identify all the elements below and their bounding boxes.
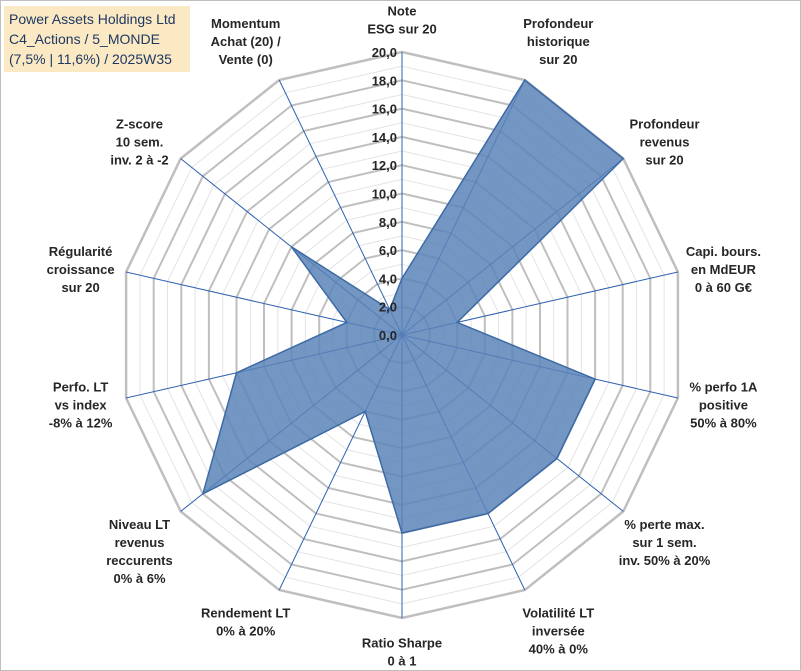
axis-label: Capi. bours. en MdEUR 0 à 60 G€ — [686, 244, 761, 295]
axis-label: % perfo 1A positive 50% à 80% — [689, 380, 758, 431]
tick-label: 12,0 — [372, 158, 397, 173]
axis-label-line: 0% à 20% — [216, 624, 276, 639]
axis-label-line: positive — [699, 398, 748, 413]
axis-label-line: sur 20 — [61, 280, 99, 295]
tick-label: 16,0 — [372, 102, 397, 117]
axis-label-line: Perfo. LT — [53, 380, 108, 395]
axis-label: Rendement LT 0% à 20% — [201, 606, 290, 639]
axis-label: Z-score 10 sem. inv. 2 à -2 — [110, 117, 168, 168]
axis-label-line: 10 sem. — [116, 135, 164, 150]
axis-label-line: Achat (20) / — [211, 34, 281, 49]
tick-label: 6,0 — [379, 243, 397, 258]
axis-label-line: 50% à 80% — [690, 416, 757, 431]
axis-label-line: 0% à 6% — [113, 571, 165, 586]
tick-label: 2,0 — [379, 300, 397, 315]
axis-label-line: 0 à 1 — [388, 654, 417, 669]
axis-label-line: en MdEUR — [691, 262, 757, 277]
axis-label: Volatilité LT inversée 40% à 0% — [522, 606, 594, 657]
axis-label: Momentum Achat (20) / Vente (0) — [211, 16, 281, 67]
tick-label: 4,0 — [379, 271, 397, 286]
tick-label: 10,0 — [372, 187, 397, 202]
axis-label: Perfo. LT vs index -8% à 12% — [49, 380, 113, 431]
axis-label-line: % perfo 1A — [689, 380, 758, 395]
axis-label-line: Rendement LT — [201, 606, 290, 621]
tick-label: 14,0 — [372, 130, 397, 145]
title-line-period: (7,5% | 11,6%) / 2025W35 — [9, 51, 172, 67]
title-line-company: Power Assets Holdings Ltd — [9, 11, 176, 27]
radar-tick-labels: 0,0 2,0 4,0 6,0 8,0 10,0 12,0 14,0 16,0 18,0 20,0 — [372, 45, 397, 343]
axis-label-line: Momentum — [211, 16, 280, 31]
axis-label-line: sur 20 — [539, 52, 577, 67]
radar-spoke — [278, 79, 403, 336]
chart-title-box: Power Assets Holdings Ltd C4_Actions / 5… — [4, 6, 190, 72]
axis-label-line: Profondeur — [629, 117, 699, 132]
axis-label-line: revenus — [640, 135, 690, 150]
axis-label-line: Z-score — [116, 117, 163, 132]
axis-label-line: 0 à 60 G€ — [695, 280, 752, 295]
axis-label-line: ESG sur 20 — [367, 22, 436, 37]
axis-label: Régularité croissance sur 20 — [47, 244, 115, 295]
axis-label-line: revenus — [115, 535, 165, 550]
title-line-category: C4_Actions / 5_MONDE — [9, 31, 160, 47]
axis-label-line: Volatilité LT — [522, 606, 594, 621]
axis-label: Note ESG sur 20 — [367, 4, 436, 37]
radar-series — [201, 78, 625, 534]
axis-label-line: reccurents — [106, 553, 172, 568]
axis-label-line: croissance — [47, 262, 115, 277]
radar-axis-labels: Note ESG sur 20 Profondeur historique sur 20… — [47, 4, 761, 669]
axis-label-line: inv. 50% à 20% — [619, 553, 711, 568]
axis-label-line: -8% à 12% — [49, 416, 113, 431]
axis-label-line: Niveau LT — [109, 517, 170, 532]
axis-label-line: Ratio Sharpe — [362, 636, 442, 651]
axis-label: Profondeur revenus sur 20 — [629, 117, 699, 168]
axis-label-line: % perte max. — [624, 517, 704, 532]
axis-label-line: inv. 2 à -2 — [110, 153, 168, 168]
axis-label: Profondeur historique sur 20 — [523, 16, 593, 67]
axis-label: % perte max. sur 1 sem. inv. 50% à 20% — [619, 517, 711, 568]
axis-label-line: Note — [388, 4, 417, 19]
axis-label-line: Vente (0) — [219, 52, 273, 67]
tick-label: 20,0 — [372, 45, 397, 60]
tick-label: 8,0 — [379, 215, 397, 230]
axis-label-line: inversée — [532, 624, 585, 639]
series-area — [201, 78, 625, 534]
axis-label-line: sur 1 sem. — [632, 535, 696, 550]
tick-label: 18,0 — [372, 73, 397, 88]
tick-label: 0,0 — [379, 328, 397, 343]
axis-label-line: vs index — [55, 398, 108, 413]
axis-label-line: historique — [527, 34, 590, 49]
axis-label-line: Profondeur — [523, 16, 593, 31]
axis-label-line: sur 20 — [645, 153, 683, 168]
axis-label-line: 40% à 0% — [529, 642, 589, 657]
axis-label-line: Régularité — [49, 244, 113, 259]
axis-label: Niveau LT revenus reccurents 0% à 6% — [106, 517, 172, 586]
axis-label: Ratio Sharpe 0 à 1 — [362, 636, 442, 669]
axis-label-line: Capi. bours. — [686, 244, 761, 259]
